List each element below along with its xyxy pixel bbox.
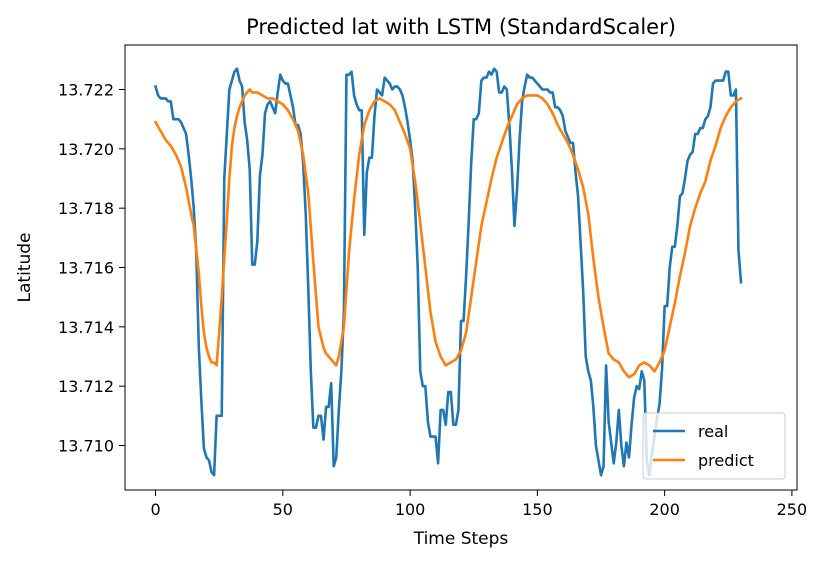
y-tick-label: 13.720 (58, 140, 114, 159)
x-axis-label: Time Steps (413, 529, 509, 549)
y-tick-label: 13.710 (58, 437, 114, 456)
legend-label-predict: predict (698, 451, 754, 470)
x-tick-label: 250 (777, 500, 808, 519)
x-tick-label: 200 (649, 500, 680, 519)
legend-box (642, 412, 786, 480)
legend: real predict (642, 412, 786, 480)
x-axis: 0 50 100 150 200 250 (150, 490, 807, 519)
y-tick-label: 13.714 (58, 318, 114, 337)
y-axis: 13.710 13.712 13.714 13.716 13.718 13.720 13.7… (58, 81, 125, 456)
x-tick-label: 50 (273, 500, 293, 519)
chart-title: Predicted lat with LSTM (StandardScaler) (246, 15, 676, 39)
y-tick-label: 13.716 (58, 259, 114, 278)
series-layer (153, 67, 743, 477)
y-tick-label: 13.722 (58, 81, 114, 100)
y-axis-label: Latitude (15, 233, 35, 303)
series-line-real (153, 67, 743, 477)
y-tick-label: 13.718 (58, 199, 114, 218)
x-tick-label: 0 (150, 500, 160, 519)
legend-label-real: real (698, 422, 728, 441)
x-tick-label: 100 (395, 500, 426, 519)
y-tick-label: 13.712 (58, 377, 114, 396)
series-line-predict (153, 88, 743, 379)
x-tick-label: 150 (522, 500, 553, 519)
